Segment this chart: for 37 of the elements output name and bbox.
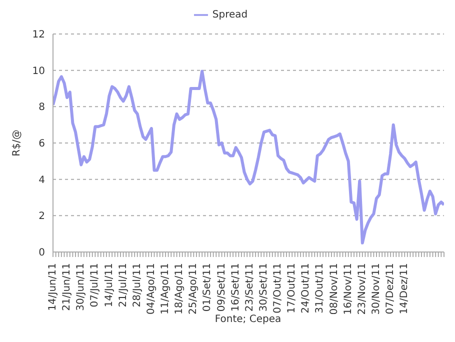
x-tick-label: 14/Jul/11 <box>104 263 115 308</box>
x-tick-label: 28/Jul/11 <box>132 263 143 308</box>
x-tick-label: 07/Out/11 <box>272 263 284 314</box>
x-tick-label: 14/Jun/11 <box>48 263 58 311</box>
x-tick-label: 31/Out/11 <box>314 263 326 314</box>
x-tick-label: 17/Out/11 <box>286 263 298 314</box>
x-tick-label: 01/Set/11 <box>202 263 214 312</box>
y-tick-label: 12 <box>32 30 45 41</box>
x-tick-label: 14/Dez/11 <box>399 263 410 314</box>
x-tick-label: 16/Set/11 <box>230 263 242 312</box>
x-tick-label: 18/Ago/11 <box>174 263 186 314</box>
x-tick-label: 25/Ago/11 <box>188 263 200 314</box>
x-tick-label: 23/Set/11 <box>244 263 256 312</box>
line-series <box>53 70 444 244</box>
x-tick-label: 16/Nov/11 <box>342 263 354 315</box>
y-axis-title: R$/@ <box>12 130 23 156</box>
x-tick-label: 30/Jun/11 <box>76 263 87 311</box>
x-tick-label: 21/Jun/11 <box>62 263 73 311</box>
y-tick-label: 8 <box>38 102 45 114</box>
y-tick-label: 4 <box>38 174 45 186</box>
x-tick-label: 07/Jul/11 <box>90 263 101 308</box>
source-note: Fonte; Cepea <box>214 314 282 325</box>
y-tick-label: 2 <box>38 211 45 222</box>
x-tick-label: 04/Ago/11 <box>146 263 157 314</box>
y-tick-label: 0 <box>38 248 45 259</box>
y-tick-label: 6 <box>38 138 45 150</box>
x-tick-label: 08/Nov/11 <box>328 263 340 315</box>
x-tick-label: 11/Ago/11 <box>160 263 172 314</box>
x-tick-label: 07/Dez/11 <box>385 263 396 314</box>
x-tick-label: 30/Set/11 <box>258 263 270 312</box>
legend-label: Spread <box>212 10 248 21</box>
x-tick-label: 21/Jul/11 <box>118 263 129 308</box>
x-tick-label: 09/Set/11 <box>216 263 228 312</box>
y-tick-label: 10 <box>32 66 45 77</box>
x-tick-label: 23/Nov/11 <box>356 263 368 315</box>
x-tick-label: 30/Nov/11 <box>370 263 382 315</box>
x-tick-label: 24/Out/11 <box>300 263 312 314</box>
